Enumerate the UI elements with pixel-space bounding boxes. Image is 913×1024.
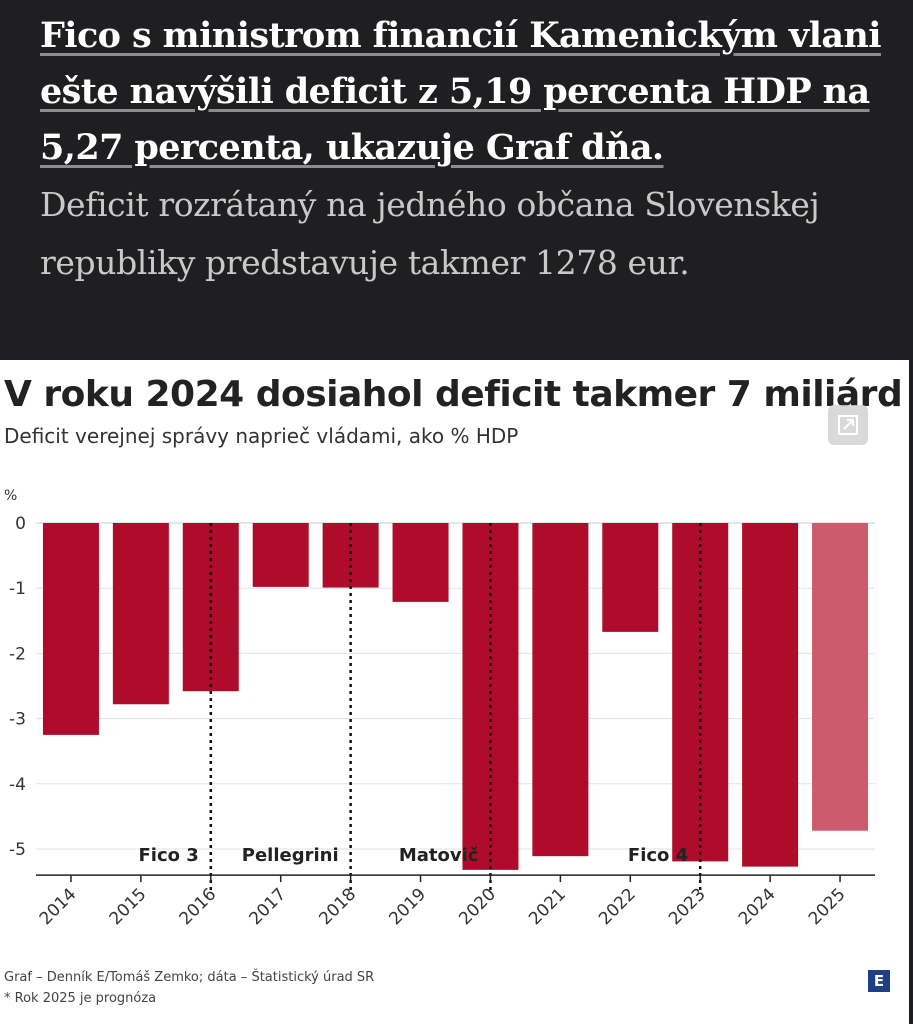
government-label: Fico 4 xyxy=(628,845,688,866)
x-tick-label: 2021 xyxy=(525,884,570,929)
article-subhead: Deficit rozrátaný na jedného občana Slov… xyxy=(40,185,820,282)
bar-2019 xyxy=(392,523,449,602)
x-tick-label: 2018 xyxy=(315,884,360,929)
government-label: Pellegrini xyxy=(242,845,339,866)
chart-subtitle: Deficit verejnej správy naprieč vládami,… xyxy=(4,424,519,448)
grid-lines xyxy=(36,522,875,850)
bars xyxy=(42,523,869,870)
forecast-note: * Rok 2025 je prognóza xyxy=(4,991,157,1006)
x-tick-label: 2022 xyxy=(595,884,640,929)
bar-2025 xyxy=(812,523,869,831)
x-tick-label: 2017 xyxy=(246,884,291,929)
article-headline[interactable]: Fico s ministrom financií Kamenickým vla… xyxy=(40,15,882,168)
x-tick-label: 2016 xyxy=(176,884,221,929)
chart-card: V roku 2024 dosiahol deficit takmer 7 mi… xyxy=(0,360,909,1024)
bar-chart: % 0 -1 -2 -3 -4 -5 Fico 3 Pellegrini Matovič Fico … xyxy=(4,488,875,929)
y-tick-label: -3 xyxy=(9,710,26,730)
y-tick-label: -4 xyxy=(9,775,26,795)
y-tick-label: -5 xyxy=(9,840,26,860)
y-tick-label: -2 xyxy=(9,644,26,664)
x-tick-label: 2019 xyxy=(385,884,430,929)
x-tick-label: 2025 xyxy=(805,884,850,929)
y-tick-label: -1 xyxy=(9,579,26,599)
bar-2014 xyxy=(42,523,99,735)
x-tick-label: 2024 xyxy=(735,884,780,929)
bar-2017 xyxy=(252,523,309,587)
government-label: Matovič xyxy=(399,845,479,866)
y-axis-unit-label: % xyxy=(4,488,17,504)
bar-2015 xyxy=(112,523,169,705)
chart-credit: Graf – Denník E/Tomáš Zemko; dáta – Štat… xyxy=(4,970,375,985)
dennik-e-logo[interactable]: E xyxy=(868,970,890,992)
chart-title: V roku 2024 dosiahol deficit takmer 7 mi… xyxy=(4,374,903,415)
expand-icon xyxy=(838,415,858,435)
axes xyxy=(36,874,875,883)
y-tick-label: 0 xyxy=(15,514,26,534)
x-tick-label: 2014 xyxy=(36,884,81,929)
expand-button[interactable] xyxy=(828,405,868,445)
bar-2018 xyxy=(322,523,379,588)
bar-2024 xyxy=(742,523,799,867)
government-label: Fico 3 xyxy=(138,845,198,866)
x-tick-label: 2020 xyxy=(455,884,500,929)
bar-2022 xyxy=(602,523,659,632)
x-tick-label: 2023 xyxy=(665,884,710,929)
bar-2021 xyxy=(532,523,589,857)
government-dividers xyxy=(209,523,702,894)
x-tick-label: 2015 xyxy=(106,884,151,929)
article-header: Fico s ministrom financií Kamenickým vla… xyxy=(40,8,900,292)
